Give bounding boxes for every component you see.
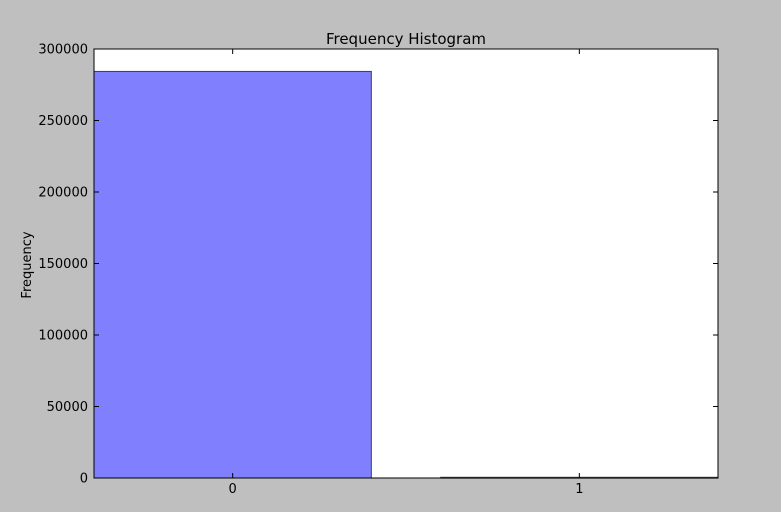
x-tick-label: 1	[575, 482, 583, 497]
y-tick-label: 300000	[38, 43, 88, 58]
bar-0	[93, 70, 372, 479]
y-axis: 0 50000 100000 150000 200000 250000 300000	[38, 43, 718, 487]
y-tick-label: 250000	[38, 114, 88, 129]
bars-group	[93, 70, 719, 479]
y-tick-label: 150000	[38, 257, 88, 272]
y-tick-label: 100000	[38, 329, 88, 344]
x-tick-label: 0	[229, 482, 237, 497]
y-tick-label: 0	[80, 472, 88, 487]
y-tick-label: 200000	[38, 186, 88, 201]
y-tick-label: 50000	[47, 400, 88, 415]
chart-title: Frequency Histogram	[326, 30, 486, 48]
y-axis-label: Frequency	[20, 231, 35, 298]
